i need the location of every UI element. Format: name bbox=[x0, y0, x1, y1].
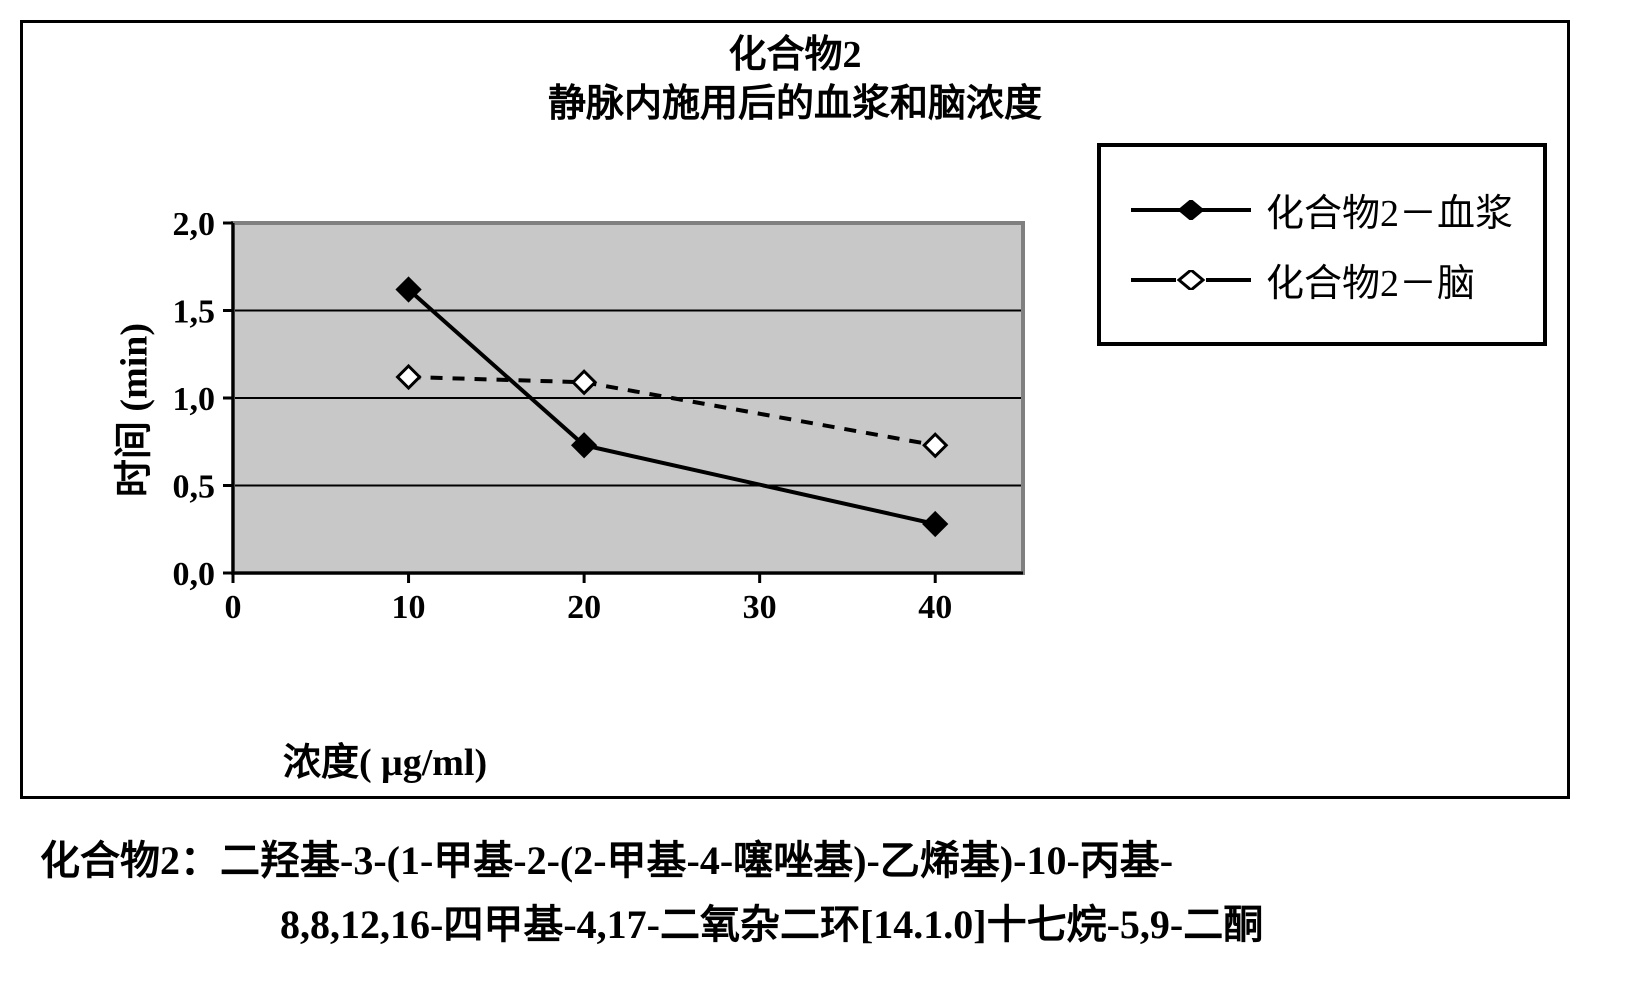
svg-text:40: 40 bbox=[918, 589, 952, 626]
plot-area: 0 10 20 30 40 0,0 0,5 1,0 1,5 2,0 bbox=[143, 213, 1043, 653]
legend-item-plasma: 化合物2－血浆 bbox=[1131, 182, 1513, 237]
legend-label-plasma: 化合物2－血浆 bbox=[1266, 182, 1513, 237]
caption-text1: 二羟基-3-(1-甲基-2-(2-甲基-4-噻唑基)-乙烯基)-10-丙基- bbox=[220, 838, 1173, 883]
title-line2: 静脉内施用后的血浆和脑浓度 bbox=[31, 80, 1559, 129]
legend-marker-dashed bbox=[1131, 270, 1251, 290]
legend-item-brain: 化合物2－脑 bbox=[1131, 252, 1513, 307]
svg-text:2,0: 2,0 bbox=[173, 213, 216, 243]
legend: 化合物2－血浆 化合物2－脑 bbox=[1097, 143, 1547, 346]
plot-svg: 0 10 20 30 40 0,0 0,5 1,0 1,5 2,0 bbox=[143, 213, 1043, 653]
svg-text:1,0: 1,0 bbox=[173, 381, 216, 418]
x-axis-label: 浓度( μg/ml) bbox=[283, 731, 487, 786]
svg-text:30: 30 bbox=[743, 589, 777, 626]
svg-text:1,5: 1,5 bbox=[173, 294, 216, 331]
chart-title: 化合物2 静脉内施用后的血浆和脑浓度 bbox=[31, 31, 1559, 130]
caption-line2: 8,8,12,16-四甲基-4,17-二氧杂二环[14.1.0]十七烷-5,9-… bbox=[40, 893, 1570, 957]
title-line1: 化合物2 bbox=[31, 31, 1559, 80]
chart-figure: 化合物2 静脉内施用后的血浆和脑浓度 化合物2－血浆 bbox=[20, 20, 1570, 957]
caption-prefix: 化合物2： bbox=[40, 838, 220, 883]
svg-text:20: 20 bbox=[567, 589, 601, 626]
legend-marker-solid bbox=[1131, 200, 1251, 220]
svg-text:0,5: 0,5 bbox=[173, 469, 216, 506]
svg-text:0,0: 0,0 bbox=[173, 556, 216, 593]
legend-label-brain: 化合物2－脑 bbox=[1266, 252, 1475, 307]
figure-caption: 化合物2：二羟基-3-(1-甲基-2-(2-甲基-4-噻唑基)-乙烯基)-10-… bbox=[20, 829, 1570, 957]
svg-text:0: 0 bbox=[225, 589, 242, 626]
caption-line1: 化合物2：二羟基-3-(1-甲基-2-(2-甲基-4-噻唑基)-乙烯基)-10-… bbox=[40, 829, 1570, 893]
chart-outer-border: 化合物2 静脉内施用后的血浆和脑浓度 化合物2－血浆 bbox=[20, 20, 1570, 799]
svg-text:10: 10 bbox=[392, 589, 426, 626]
